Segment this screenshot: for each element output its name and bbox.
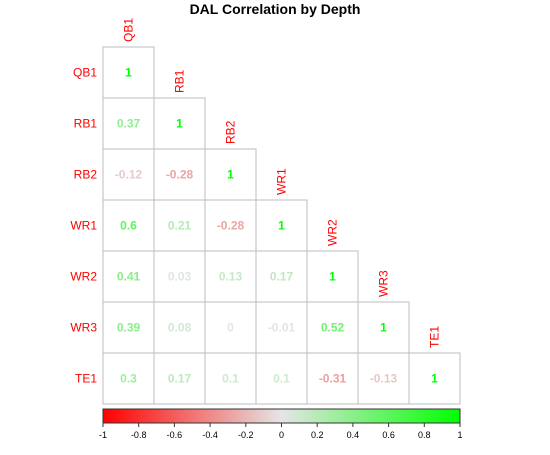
row-label-wr1: WR1 [70,219,97,233]
cell-value-wr1-rb2: -0.28 [217,219,245,233]
cell-value-te1-rb1: 0.17 [168,372,192,386]
row-labels-layer: QB1 RB1 RB2 WR1 WR2 WR3 TE1 [70,66,97,386]
col-labels-layer: QB1 RB1 RB2 WR1 WR2 WR3 TE1 [122,18,442,348]
cell-value-te1-wr3: -0.13 [370,372,398,386]
cell-value-qb1-qb1: 1 [125,66,132,80]
cell-qb1-qb1 [102,46,155,99]
cell-wr2-wr1 [255,250,308,303]
cell-wr3-qb1 [102,301,155,354]
scale-tick-label: -1 [99,430,107,440]
scale-tick-label: -0.4 [202,430,218,440]
color-scale-bar [102,408,461,424]
row-label-wr2: WR2 [70,270,97,284]
col-label-rb1: RB1 [173,69,187,93]
cell-rb1-qb1 [102,97,155,150]
color-legend: -1 -0.8 -0.6 -0.4 -0.2 0 0.2 0.4 0.6 0.8 1 [99,408,463,440]
cell-rb2-rb2 [204,148,257,201]
chart-title: DAL Correlation by Depth [189,1,361,17]
cell-value-wr3-rb2: 0 [227,321,234,335]
cell-value-wr2-wr1: 0.17 [270,270,294,284]
cell-wr1-wr1 [255,199,308,252]
row-label-qb1: QB1 [73,66,97,80]
col-label-qb1: QB1 [122,18,136,42]
col-label-wr3: WR3 [377,270,391,297]
cell-wr3-rb2 [204,301,257,354]
cell-value-wr1-rb1: 0.21 [168,219,192,233]
cell-value-wr3-wr1: -0.01 [268,321,296,335]
cell-value-wr2-rb1: 0.03 [168,270,192,284]
cell-value-te1-qb1: 0.3 [120,372,137,386]
cell-value-wr1-qb1: 0.6 [120,219,137,233]
scale-tick-label: 1 [457,430,462,440]
row-label-wr3: WR3 [70,321,97,335]
scale-tick-label: -0.8 [131,430,147,440]
cell-wr3-wr3 [357,301,410,354]
row-label-rb1: RB1 [74,117,98,131]
cell-wr3-rb1 [153,301,206,354]
cell-value-wr2-rb2: 0.13 [219,270,243,284]
cell-te1-te1 [408,352,461,405]
col-label-rb2: RB2 [224,120,238,144]
scale-tick-label: 0.6 [382,430,395,440]
cell-value-rb1-qb1: 0.37 [117,117,141,131]
cell-value-wr3-qb1: 0.39 [117,321,141,335]
cell-wr1-rb1 [153,199,206,252]
scale-tick-label: 0.2 [311,430,324,440]
col-label-wr1: WR1 [275,168,289,195]
row-label-rb2: RB2 [74,168,98,182]
col-label-te1: TE1 [428,326,442,348]
cell-value-rb1-rb1: 1 [176,117,183,131]
scale-tick-label: -0.2 [238,430,254,440]
cell-value-rb2-rb2: 1 [227,168,234,182]
cell-value-wr3-wr2: 0.52 [321,321,345,335]
cell-te1-wr3 [357,352,410,405]
cell-wr3-wr2 [306,301,359,354]
cell-value-wr1-wr1: 1 [278,219,285,233]
cell-value-wr3-rb1: 0.08 [168,321,192,335]
scale-tick-label: -0.6 [167,430,183,440]
scale-tick-label: 0.8 [418,430,431,440]
cell-value-rb2-qb1: -0.12 [115,168,143,182]
cell-rb1-rb1 [153,97,206,150]
cell-value-te1-wr1: 0.1 [273,372,290,386]
cell-value-wr2-qb1: 0.41 [117,270,141,284]
cell-value-te1-rb2: 0.1 [222,372,239,386]
col-label-wr2: WR2 [326,219,340,246]
cell-value-rb2-rb1: -0.28 [166,168,194,182]
scale-tick-label: 0.4 [347,430,360,440]
cell-value-te1-wr2: -0.31 [319,372,347,386]
cell-te1-qb1 [102,352,155,405]
cell-wr3-wr1 [255,301,308,354]
cells-layer: 1 0.37 1 -0.12 -0.28 1 0.6 0.21 -0.28 1 0.41 0.03 0.… [102,46,461,405]
cell-value-wr3-wr3: 1 [380,321,387,335]
cell-te1-rb1 [153,352,206,405]
scale-tick-label: 0 [279,430,284,440]
cell-te1-wr1 [255,352,308,405]
cell-value-te1-te1: 1 [431,372,438,386]
cell-value-wr2-wr2: 1 [329,270,336,284]
cell-wr2-rb1 [153,250,206,303]
row-label-te1: TE1 [75,372,97,386]
